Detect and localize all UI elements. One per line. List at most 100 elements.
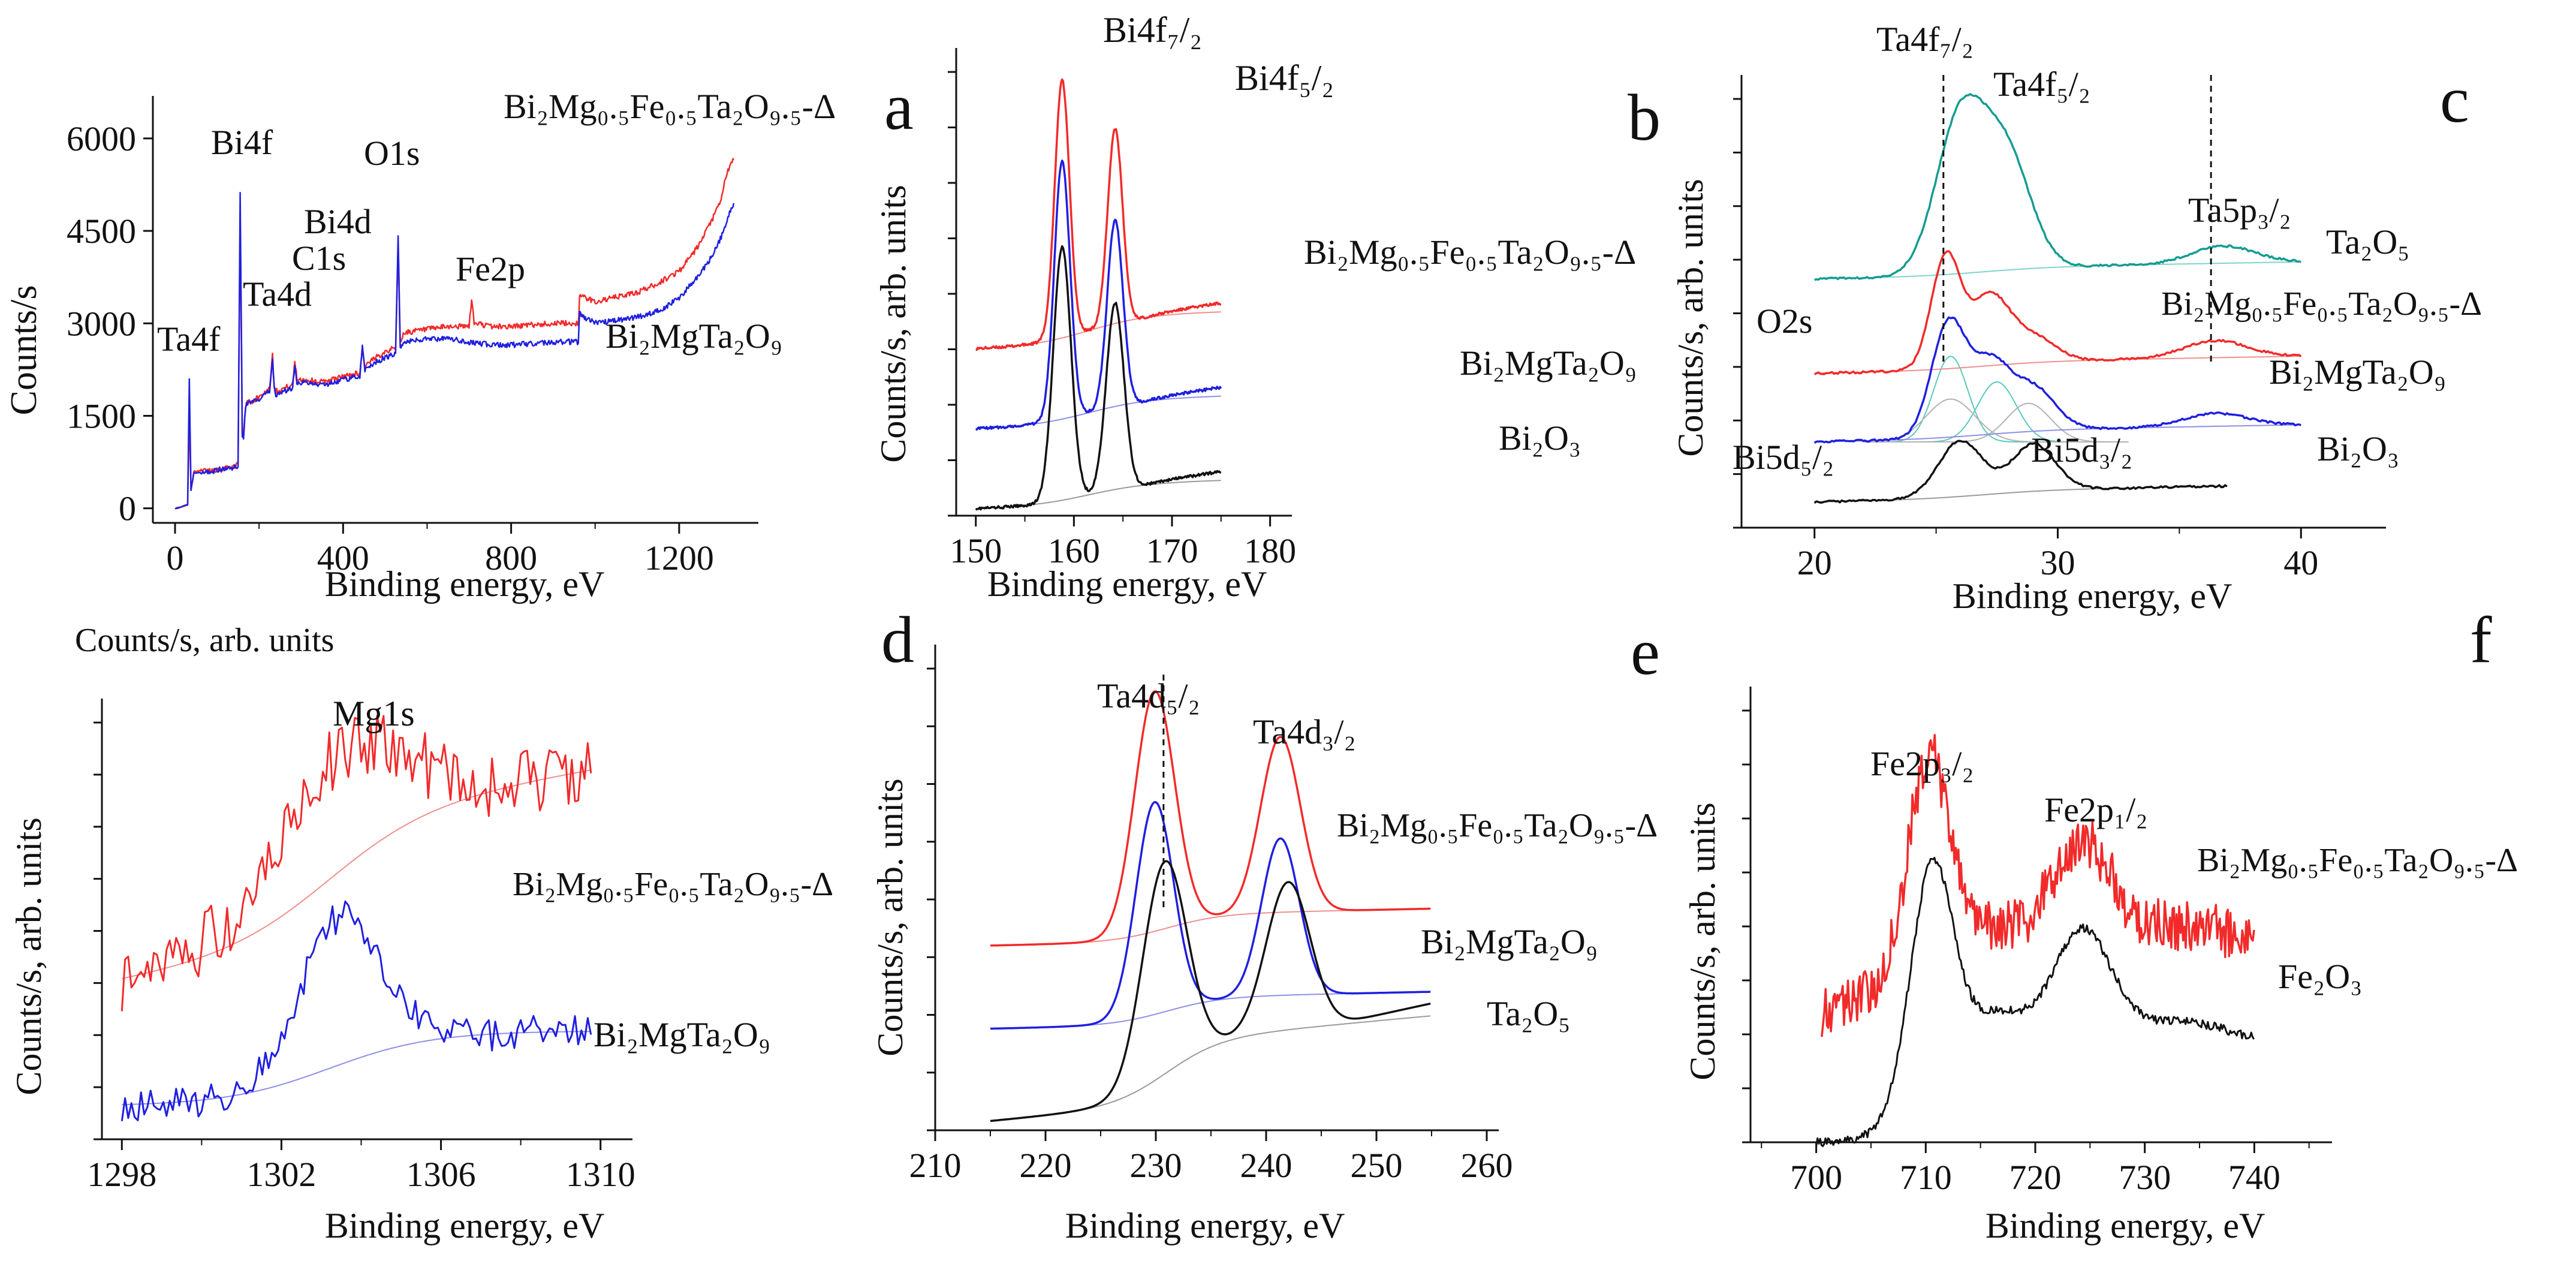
peak-label-ta4f52: Ta4f₅/₂ xyxy=(1993,65,2090,104)
panel-b-series-line xyxy=(1813,440,2228,504)
panel-d-xlabel: Binding energy, eV xyxy=(1065,1206,1345,1245)
panel-d-ta4d: Counts/s, arb. units Binding energy, eV … xyxy=(870,603,1660,1245)
panel-a-x-tick-label: 170 xyxy=(1146,531,1198,570)
survey-series xyxy=(174,158,735,510)
peak-label-bi4f52: Bi4f₅/₂ xyxy=(1235,58,1334,98)
panel-fe2p-series-line xyxy=(1815,857,2255,1147)
peak-label-bi5d52: Bi5d₅/₂ xyxy=(1733,438,1834,477)
panel-b-series-line xyxy=(1814,93,2301,281)
panel-b-series xyxy=(1813,75,2302,504)
panel-d-x-tick-label: 260 xyxy=(1461,1146,1513,1185)
peak-label-fe2p32: Fe2p₃/₂ xyxy=(1870,744,1974,783)
panel-mg1s-series xyxy=(120,715,592,1121)
panel-a-background-line xyxy=(975,480,1221,510)
panel-d-axes: 210 220 230 240 250 260 xyxy=(909,645,1513,1185)
peak-label-bi5d32: Bi5d₃/₂ xyxy=(2031,431,2132,470)
peak-label-bi4d: Bi4d xyxy=(304,202,372,241)
survey-label-bi2mg05fe05: Bi₂Mg₀.₅Fe₀.₅Ta₂O₉.₅-Δ xyxy=(504,87,836,126)
peak-label-bi4f72: Bi4f₇/₂ xyxy=(1103,10,1202,50)
peak-label-ta4f: Ta4f xyxy=(157,320,221,359)
panel-b-x-tick-label: 20 xyxy=(1797,543,1832,582)
panel-fe2p-ylabel: Counts/s, arb. units xyxy=(1683,802,1722,1080)
panel-a-label-bi2o3: Bi₂O₃ xyxy=(1499,419,1581,458)
panel-b-x-tick-label: 40 xyxy=(2283,543,2318,582)
peak-label-ta5p32: Ta5p₃/₂ xyxy=(2188,191,2291,230)
panel-b-label-bi2mgta2o9: Bi₂MgTa₂O₉ xyxy=(2269,353,2446,392)
panel-b-axes: 20 30 40 xyxy=(1733,75,2386,582)
panel-b-label-bi2o3: Bi₂O₃ xyxy=(2317,429,2399,468)
survey-spectrum-panel: Counts/s Binding energy, eV 0 400 800 12000… xyxy=(4,87,836,604)
panel-b-ta4f: Counts/s, arb. units Binding energy, eV … xyxy=(1628,20,2482,616)
panel-fe2p-label-bi2mg05fe05: Bi₂Mg₀.₅Fe₀.₅Ta₂O₉.₅-Δ xyxy=(2197,842,2518,879)
survey-peak-labels: Ta4f Bi4f Ta4d C1s Bi4d O1s Fe2p xyxy=(157,123,525,359)
panel-letter-b: b xyxy=(1628,81,1661,154)
panel-b-background-line xyxy=(1814,424,2301,443)
panel-a-x-tick-label: 160 xyxy=(1048,531,1100,570)
caption-counts-arb-units: Counts/s, arb. units xyxy=(75,622,334,659)
panel-d-background-line xyxy=(990,908,1431,946)
panel-d-series-line xyxy=(990,690,1431,947)
peak-label-o2s: O2s xyxy=(1756,302,1812,341)
panel-a-x-tick-label: 180 xyxy=(1244,531,1296,570)
panel-a-bi4f: Counts/s, arb. units Binding energy, eV … xyxy=(873,10,1637,604)
survey-y-tick-label: 4500 xyxy=(67,212,136,251)
panel-fe2p-xlabel: Binding energy, eV xyxy=(1986,1206,2265,1245)
panel-a-label-bi2mgta2o9: Bi₂MgTa₂O₉ xyxy=(1460,344,1637,383)
panel-d-label-bi2mg05fe05: Bi₂Mg₀.₅Fe₀.₅Ta₂O₉.₅-Δ xyxy=(1337,807,1658,844)
panel-b-label-ta2o5: Ta₂O₅ xyxy=(2326,222,2409,261)
panel-a-background-line xyxy=(975,311,1221,350)
panel-a-background-line xyxy=(975,395,1221,429)
panel-mg1s-label-bi2mg05fe05: Bi₂Mg₀.₅Fe₀.₅Ta₂O₉.₅-Δ xyxy=(513,866,833,903)
panel-mg1s-axes: 1298 1302 1306 1310 xyxy=(87,699,635,1194)
survey-ylabel: Counts/s xyxy=(4,285,44,415)
panel-b-background-line xyxy=(1814,261,2301,280)
panel-b-ylabel: Counts/s, arb. units xyxy=(1671,179,1710,456)
panel-fe2p-x-tick-label: 740 xyxy=(2228,1158,2280,1197)
peak-label-bi4f: Bi4f xyxy=(211,123,273,162)
panel-mg1s-series-line xyxy=(120,715,592,1012)
panel-mg1s-xlabel: Binding energy, eV xyxy=(325,1206,605,1245)
panel-fe2p-series xyxy=(1815,734,2255,1147)
panel-d-series-line xyxy=(990,860,1431,1122)
panel-fe2p: Counts/s, arb. units Binding energy, eV … xyxy=(1683,603,2518,1245)
panel-fe2p-x-tick-label: 700 xyxy=(1790,1158,1842,1197)
panel-fe2p-x-tick-label: 730 xyxy=(2119,1158,2171,1197)
survey-y-tick-label: 6000 xyxy=(67,119,136,158)
panel-fe2p-x-tick-label: 720 xyxy=(2009,1158,2062,1197)
panel-a-ylabel: Counts/s, arb. units xyxy=(873,185,913,462)
peak-label-ta4d32: Ta4d₃/₂ xyxy=(1253,712,1356,751)
panel-d-series xyxy=(990,675,1431,1122)
survey-xlabel: Binding energy, eV xyxy=(325,564,605,604)
survey-x-tick-label: 1200 xyxy=(644,538,714,577)
panel-a-xlabel: Binding energy, eV xyxy=(987,564,1267,604)
panel-b-background-line xyxy=(1814,356,2301,374)
panel-letter-d: d xyxy=(881,603,914,676)
panel-fe2p-axes: 700 710 720 730 740 xyxy=(1742,687,2332,1197)
panel-fe2p-series-line xyxy=(1821,734,2255,1037)
panel-mg1s: Counts/s, arb. units Binding energy, eV … xyxy=(9,694,833,1245)
panel-mg1s-x-tick-label: 1306 xyxy=(406,1155,476,1194)
peak-label-ta4d: Ta4d xyxy=(243,275,312,314)
panel-a-x-tick-label: 150 xyxy=(950,531,1002,570)
panel-fe2p-label-fe2o3: Fe₂O₃ xyxy=(2278,957,2362,996)
panel-mg1s-x-tick-label: 1298 xyxy=(87,1155,156,1194)
survey-series-line xyxy=(174,191,735,510)
panel-mg1s-x-tick-label: 1302 xyxy=(246,1155,316,1194)
panel-mg1s-x-tick-label: 1310 xyxy=(566,1155,635,1194)
panel-mg1s-background-line xyxy=(122,1031,591,1106)
panel-b-series-line xyxy=(1813,250,2302,375)
peak-label-ta4f72: Ta4f₇/₂ xyxy=(1876,20,1974,59)
panel-mg1s-series-line xyxy=(120,900,592,1121)
panel-d-x-tick-label: 250 xyxy=(1351,1146,1403,1185)
panel-letter-e: e xyxy=(1631,615,1660,688)
panel-b-xlabel: Binding energy, eV xyxy=(1953,576,2232,616)
survey-y-tick-label: 1500 xyxy=(67,397,136,436)
panel-a-series-line xyxy=(975,159,1222,431)
panel-a-axes: 150 160 170 180 xyxy=(948,48,1296,570)
panel-letter-f: f xyxy=(2470,603,2492,676)
panel-fe2p-x-tick-label: 710 xyxy=(1900,1158,1952,1197)
panel-a-series-line xyxy=(975,78,1222,351)
panel-d-series-line xyxy=(990,800,1431,1030)
panel-d-x-tick-label: 210 xyxy=(909,1146,962,1185)
